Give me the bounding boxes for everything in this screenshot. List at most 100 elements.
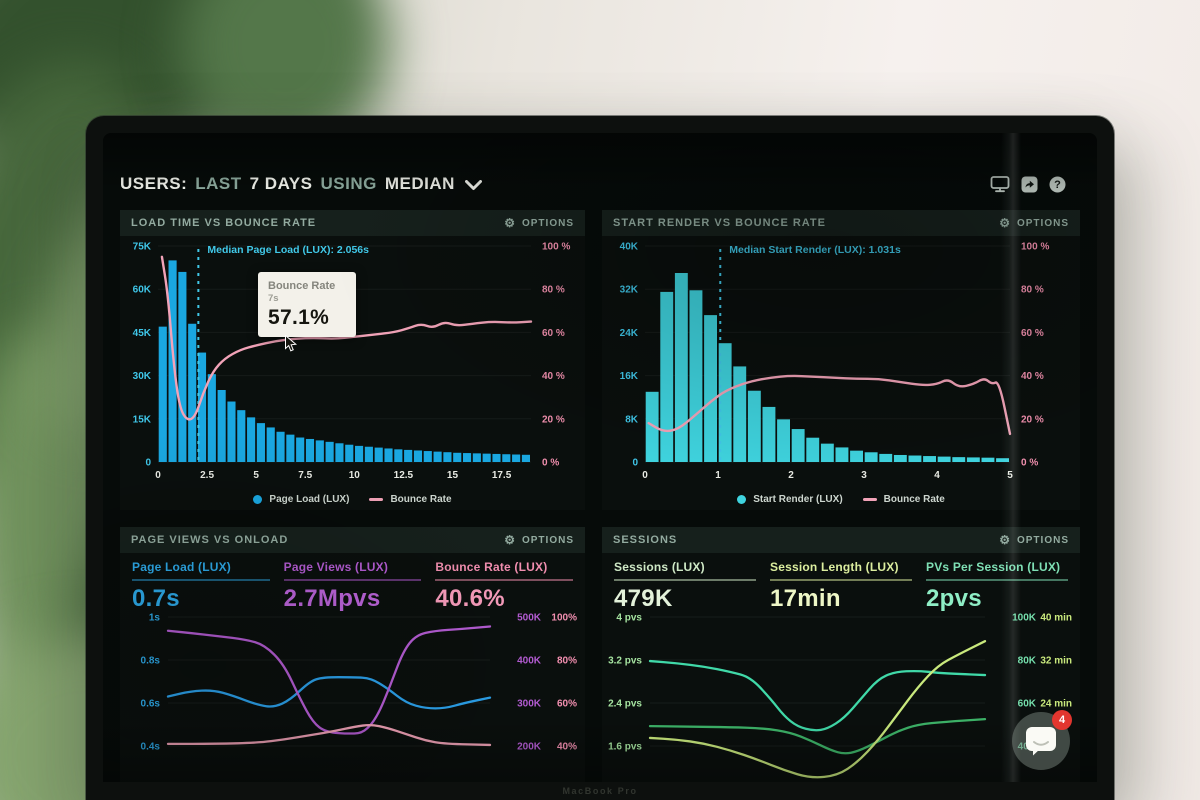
laptop-bezel: MacBook Pro: [86, 782, 1114, 800]
page-title: USERS: LAST 7 DAYS USING MEDIAN: [120, 174, 463, 194]
stat-underline: [283, 579, 422, 581]
panel-sessions: SESSIONS ⚙ OPTIONS Sessions (LUX) 479K Ses…: [602, 527, 1080, 782]
x-axis-tick: 0: [155, 470, 161, 481]
mouse-cursor: [285, 335, 298, 352]
title-segment: LAST: [195, 174, 242, 193]
x-axis-tick: 17.5: [492, 470, 512, 481]
options-label: OPTIONS: [1016, 217, 1069, 229]
panel-load-time: LOAD TIME VS BOUNCE RATE ⚙ OPTIONS 75K 60…: [120, 210, 585, 510]
y-axis-tick: 40 %: [1021, 371, 1044, 382]
x-axis-tick: 4: [934, 470, 940, 481]
options-label: OPTIONS: [1016, 534, 1069, 546]
options-label: OPTIONS: [521, 217, 574, 229]
panel-start-render: START RENDER VS BOUNCE RATE ⚙ OPTIONS 40…: [602, 210, 1080, 510]
chevron-down-icon[interactable]: [464, 180, 482, 191]
x-axis-tick: 2: [788, 470, 794, 481]
legend-item[interactable]: Bounce Rate: [369, 494, 452, 505]
y-axis-tick: 80 %: [1021, 285, 1044, 296]
y-axis-tick: 32 min: [1040, 656, 1072, 667]
options-button[interactable]: ⚙ OPTIONS: [504, 217, 574, 229]
stat-value: 40.6%: [435, 585, 505, 612]
stat: Page Load (LUX) 0.7s: [132, 560, 270, 612]
stat-underline: [770, 579, 912, 581]
stat-value: 479K: [614, 585, 673, 612]
stat-label: Sessions (LUX): [614, 560, 705, 574]
histogram-bars: [158, 260, 530, 462]
y-axis-tick: 60K: [1018, 699, 1037, 710]
legend-item[interactable]: Page Load (LUX): [253, 494, 349, 505]
bounce-rate-line: [160, 255, 533, 421]
median-annotation: Median Start Render (LUX): 1.031s: [729, 244, 901, 256]
options-button[interactable]: ⚙ OPTIONS: [999, 217, 1069, 229]
title-segment: 7 DAYS: [249, 174, 313, 193]
y-axis-tick: 75K: [133, 242, 152, 253]
legend-label: Start Render (LUX): [753, 493, 843, 505]
series-line: [648, 640, 987, 779]
median-annotation: Median Page Load (LUX): 2.056s: [207, 244, 369, 256]
chat-bubble-icon: [1026, 727, 1056, 756]
svg-text:?: ?: [1054, 179, 1061, 191]
legend-dash-icon: [862, 497, 877, 501]
panel-title: START RENDER VS BOUNCE RATE: [613, 217, 826, 229]
stat: Page Views (LUX) 2.7Mpvs: [283, 560, 422, 612]
x-axis-tick: 0: [642, 470, 648, 481]
legend-label: Page Load (LUX): [269, 493, 350, 505]
share-icon[interactable]: [1021, 176, 1038, 193]
y-axis-tick: 40 %: [542, 371, 565, 382]
page-views-chart[interactable]: 1s 500K 100% 0.8s 400K 80% 0.6s 300K 60% 0.4s 200K…: [120, 611, 585, 782]
stat-underline: [614, 579, 756, 581]
y-axis-tick: 0.8s: [141, 656, 161, 667]
stats-row: Page Load (LUX) 0.7s Page Views (LUX) 2.7Mp…: [120, 553, 585, 612]
stat-value: 2pvs: [926, 585, 982, 612]
stat: Sessions (LUX) 479K: [614, 560, 756, 612]
chart-legend: Start Render (LUX) Bounce Rate: [602, 488, 1080, 510]
y-axis-tick: 80K: [1018, 656, 1037, 667]
y-axis-tick: 60K: [133, 285, 152, 296]
y-axis-tick: 1.6 pvs: [608, 742, 642, 753]
panel-title: LOAD TIME VS BOUNCE RATE: [131, 217, 317, 229]
x-axis-tick: 15: [447, 470, 459, 481]
y-axis-tick: 400K: [517, 656, 542, 667]
options-button[interactable]: ⚙ OPTIONS: [999, 534, 1069, 546]
tooltip-sub: 7s: [268, 293, 279, 304]
x-axis-tick: 1: [715, 470, 721, 481]
bezel-label: MacBook Pro: [562, 786, 638, 796]
chat-button[interactable]: 4: [1012, 710, 1072, 770]
legend-dot-icon: [737, 494, 747, 504]
y-axis-tick: 20 %: [542, 414, 565, 425]
series-line: [166, 723, 492, 747]
display-icon[interactable]: [990, 175, 1010, 193]
y-axis-tick: 15K: [133, 414, 152, 425]
gear-icon: ⚙: [504, 216, 516, 230]
y-axis-tick: 16K: [620, 371, 639, 382]
options-label: OPTIONS: [521, 534, 574, 546]
help-icon[interactable]: ?: [1049, 176, 1066, 193]
y-axis-tick: 100K: [1012, 613, 1037, 624]
y-axis-tick: 0.4s: [141, 742, 161, 753]
x-axis-tick: 5: [1007, 470, 1013, 481]
y-axis-tick: 60 %: [542, 328, 565, 339]
stat: Session Length (LUX) 17min: [770, 560, 912, 612]
y-axis-tick: 0 %: [542, 458, 559, 469]
start-render-chart[interactable]: 40K 32K 24K 16K 8K 0 100 % 80 % 60 % 40 % 20 % 0 % 0…: [602, 236, 1080, 488]
load-time-chart[interactable]: 75K 60K 45K 30K 15K 0 100 % 80 % 60 % 40 % 20 % 0 %…: [120, 236, 585, 488]
legend-item[interactable]: Start Render (LUX): [737, 493, 843, 505]
stat-label: Bounce Rate (LUX): [435, 560, 548, 574]
legend-item[interactable]: Bounce Rate: [862, 494, 945, 505]
y-axis-tick: 20 %: [1021, 414, 1044, 425]
y-axis-tick: 80 %: [542, 285, 565, 296]
panel-header: START RENDER VS BOUNCE RATE ⚙ OPTIONS: [602, 210, 1080, 236]
options-button[interactable]: ⚙ OPTIONS: [504, 534, 574, 546]
sessions-chart[interactable]: 4 pvs 100K 40 min 3.2 pvs 80K 32 min 2.4 pvs 60…: [602, 611, 1080, 782]
stat-label: Session Length (LUX): [770, 560, 899, 574]
window-actions: ?: [990, 175, 1066, 193]
y-axis-tick: 8K: [625, 414, 639, 425]
y-axis-tick: 40 min: [1040, 613, 1072, 624]
stat-label: Page Load (LUX): [132, 560, 232, 574]
panel-title: SESSIONS: [613, 534, 678, 546]
series-line: [166, 625, 492, 735]
x-axis-tick: 2.5: [200, 470, 214, 481]
y-axis-tick: 80%: [557, 656, 577, 667]
y-axis-tick: 4 pvs: [616, 613, 642, 624]
